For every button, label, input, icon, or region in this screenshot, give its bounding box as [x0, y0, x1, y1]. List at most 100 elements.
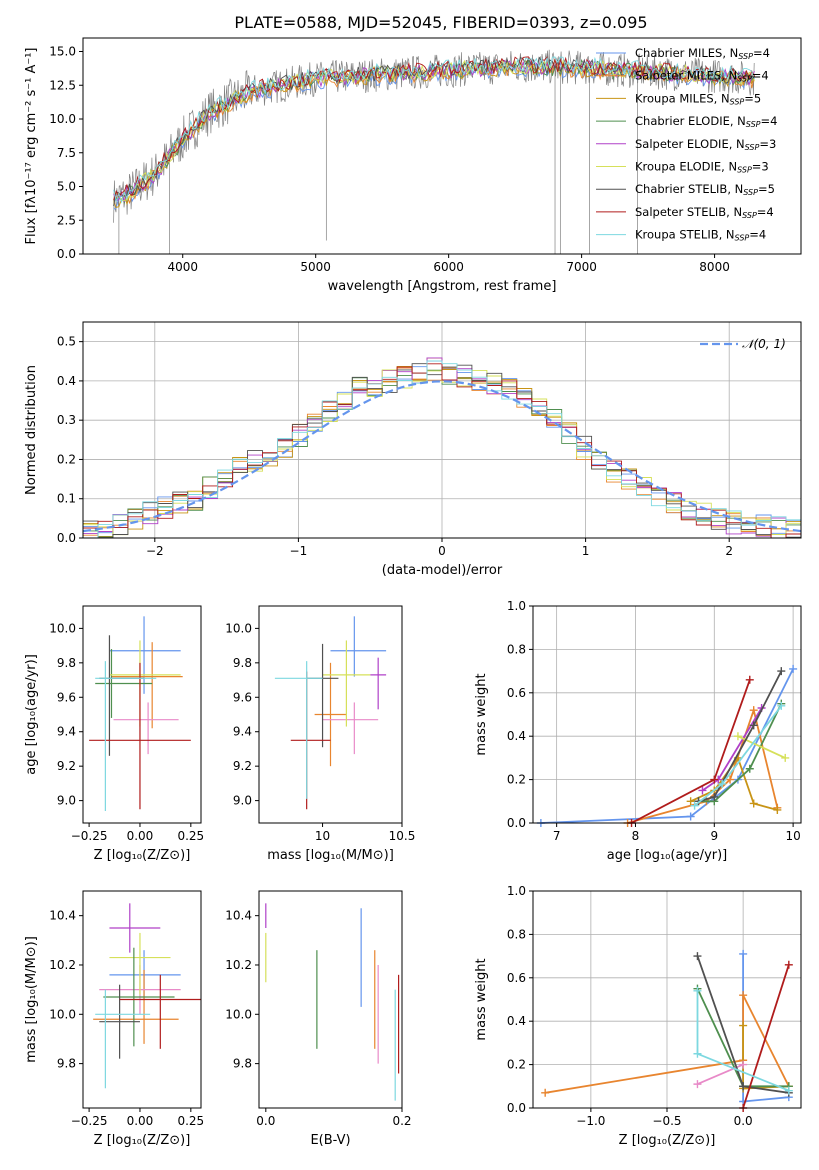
x-tick-label: 8000	[699, 260, 730, 274]
y-tick-label: 10.0	[49, 621, 76, 635]
legend-entry: Salpeter STELIB, NSSP=4	[635, 205, 774, 220]
x-tick-label: 0.0	[256, 1114, 275, 1128]
y-tick-label: 0.1	[57, 492, 76, 506]
residual-histogram	[83, 360, 801, 539]
legend-entry: Salpeter ELODIE, NSSP=3	[635, 137, 776, 152]
panel-mass_vs_EBV: 0.0 0.2 9.8 10.0 10.2 10.4 E(B-V)	[225, 890, 412, 1148]
errorbar-point	[95, 989, 151, 1089]
x-axis-label: age [log₁₀(age/yr)]	[607, 848, 728, 863]
weight-marker	[690, 801, 699, 810]
errorbar-point	[314, 662, 347, 767]
legend-entry: Kroupa STELIB, NSSP=4	[635, 228, 766, 243]
x-tick-label: 2	[725, 544, 733, 558]
x-axis-label: Z [log₁₀(Z/Z⊙)]	[94, 1133, 191, 1148]
y-tick-label: 9.0	[57, 794, 76, 808]
y-tick-label: 9.6	[233, 690, 252, 704]
y-tick-label: 0.6	[507, 686, 526, 700]
x-axis-label: mass [log₁₀(M/M⊙)]	[267, 848, 394, 863]
legend-entry: 𝒩(0, 1)	[742, 337, 786, 351]
y-tick-label: 15.0	[49, 45, 76, 59]
errorbar-point	[119, 974, 201, 1049]
y-tick-label: 7.5	[57, 146, 76, 160]
errorbar-point	[370, 657, 387, 710]
figure-title: PLATE=0588, MJD=52045, FIBERID=0393, z=0…	[234, 13, 647, 32]
legend-entry: Salpeter MILES, NSSP=4	[635, 69, 769, 84]
weight-marker	[777, 667, 786, 676]
x-tick-label: −0.5	[652, 1114, 681, 1128]
axes-frame	[82, 321, 802, 539]
x-tick-label: 7	[553, 829, 561, 843]
errorbar-point	[274, 661, 323, 799]
y-tick-label: 9.6	[57, 690, 76, 704]
y-tick-label: 0.0	[57, 247, 76, 261]
y-tick-label: 10.0	[225, 621, 252, 635]
gaussian-reference	[82, 380, 802, 533]
weight-marker	[739, 1060, 748, 1069]
errorbar-point	[111, 642, 183, 729]
weight-marker	[784, 960, 793, 969]
y-tick-label: 9.8	[233, 656, 252, 670]
y-tick-label: 1.0	[507, 884, 526, 898]
y-tick-label: 0.3	[57, 413, 76, 427]
errorbar-point	[93, 969, 179, 1044]
x-tick-label: −2	[146, 544, 164, 558]
weight-marker	[777, 701, 786, 710]
model-spectrum	[113, 56, 755, 201]
axes-frame	[82, 605, 202, 824]
errorbar-point	[109, 903, 161, 953]
x-tick-label: 0.25	[177, 829, 204, 843]
errorbar-point	[109, 616, 181, 694]
legend-entry: Chabrier MILES, NSSP=4	[635, 46, 770, 61]
errorbar-point	[322, 702, 379, 755]
y-tick-label: 2.5	[57, 213, 76, 227]
weight-marker	[739, 991, 748, 1000]
x-tick-label: 8	[632, 829, 640, 843]
y-tick-label: 9.4	[57, 725, 76, 739]
panel-mass_weight_vs_Z: −1.0 −0.5 0.0 0.0 0.2 0.4 0.6 0.8 1.0 Z [log₁₀(Z/…	[474, 884, 802, 1148]
weight-series	[698, 703, 783, 803]
plot-area	[113, 49, 755, 254]
weight-marker	[784, 1086, 793, 1095]
y-tick-label: 9.2	[57, 759, 76, 773]
errorbar-point	[95, 649, 153, 718]
x-tick-label: 9	[710, 829, 718, 843]
errorbar-point	[306, 643, 339, 748]
panel-mass_vs_Z: −0.25 0.00 0.25 9.8 10.0 10.2 10.4 Z [log₁₀(Z/Z…	[24, 890, 204, 1148]
y-tick-label: 0.0	[507, 816, 526, 830]
errorbar-point	[113, 702, 179, 755]
model-spectrum	[113, 58, 755, 204]
x-tick-label: 4000	[167, 260, 198, 274]
y-axis-label: mass weight	[474, 958, 489, 1040]
y-tick-label: 10.0	[225, 1007, 252, 1021]
y-tick-label: 0.0	[507, 1101, 526, 1115]
model-spectrum	[113, 58, 755, 202]
y-tick-label: 10.0	[49, 112, 76, 126]
errorbar-point	[322, 640, 371, 727]
plot-area	[82, 357, 802, 539]
x-tick-label: 0	[438, 544, 446, 558]
y-tick-label: 12.5	[49, 78, 76, 92]
weight-series	[742, 953, 789, 1103]
errorbar-point	[103, 947, 175, 1047]
errorbar-point	[89, 662, 191, 810]
x-tick-label: 10.5	[389, 829, 416, 843]
y-tick-label: 10.2	[225, 958, 252, 972]
weight-marker	[739, 949, 748, 958]
y-tick-label: 0.2	[507, 773, 526, 787]
y-tick-label: 0.2	[57, 452, 76, 466]
y-tick-label: 0.5	[57, 335, 76, 349]
errorbar-point	[95, 661, 157, 811]
weight-marker	[789, 664, 798, 673]
x-tick-label: 6000	[433, 260, 464, 274]
y-axis-label: mass [log₁₀(M/M⊙)]	[24, 936, 39, 1063]
y-tick-label: 0.8	[507, 642, 526, 656]
legend-entry: Chabrier ELODIE, NSSP=4	[635, 114, 777, 129]
y-tick-label: 10.0	[49, 1007, 76, 1021]
errorbar-point	[290, 671, 331, 810]
y-axis-label: Flux [fλ10⁻¹⁷ erg cm⁻² s⁻¹ A⁻¹]	[24, 48, 39, 245]
x-tick-label: 10	[785, 829, 800, 843]
weight-marker	[698, 786, 707, 795]
axes-frame	[82, 890, 202, 1109]
weight-series	[742, 964, 790, 1109]
y-tick-label: 0.2	[507, 1058, 526, 1072]
